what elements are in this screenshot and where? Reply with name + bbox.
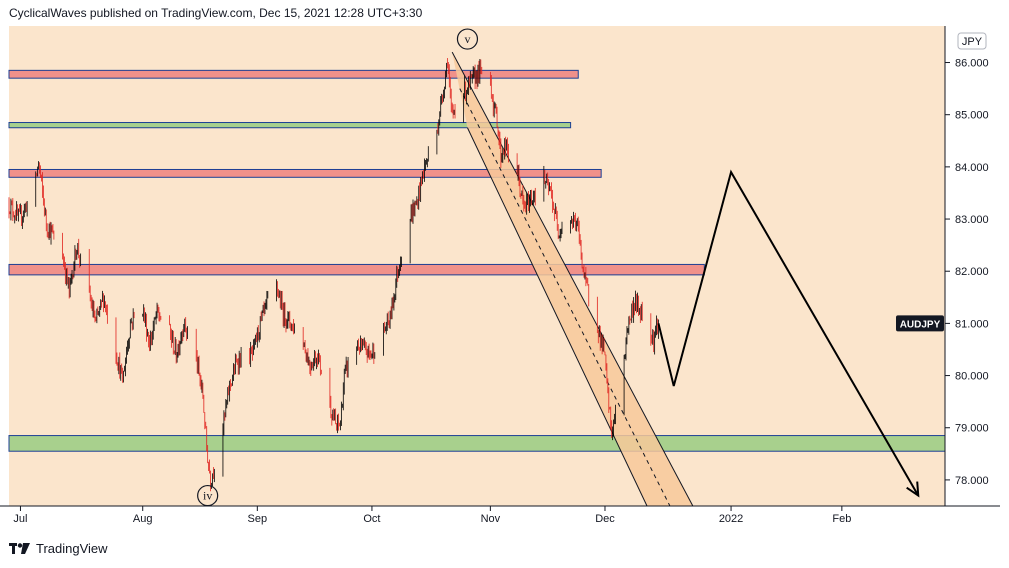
publish-info: CyclicalWaves published on TradingView.c… xyxy=(9,6,422,20)
resistance-zone-3 xyxy=(8,263,705,276)
price-axis[interactable]: 78.000 79.000 80.000 81.000 82.000 83.000 84.0… xyxy=(945,58,989,487)
wave-label: iv xyxy=(203,489,212,503)
support-zone-4 xyxy=(8,435,946,452)
time-tick-label: 2022 xyxy=(719,513,743,525)
channel-lower-line xyxy=(466,127,648,507)
time-tick-label: Dec xyxy=(595,513,615,525)
currency-badge-box xyxy=(957,32,987,50)
price-tick-label: 85.000 xyxy=(955,110,989,122)
publish-details: published on TradingView.com, Dec 15, 20… xyxy=(89,6,423,20)
channel-layer xyxy=(451,51,694,507)
price-tick-label: 83.000 xyxy=(955,214,989,226)
time-tick-label: Jul xyxy=(13,513,27,525)
channel-upper-line xyxy=(451,51,694,507)
candles-layer xyxy=(8,58,659,492)
projection-arrowhead xyxy=(906,481,920,498)
price-tick-label: 78.000 xyxy=(955,475,989,487)
projection-layer xyxy=(657,169,920,498)
symbol-tag-box xyxy=(896,315,944,332)
price-tick-label: 79.000 xyxy=(955,423,989,435)
price-tick-label: 80.000 xyxy=(955,371,989,383)
channel-mid-line xyxy=(459,88,671,507)
time-tick-label: Sep xyxy=(248,513,268,525)
price-tick-label: 81.000 xyxy=(955,318,989,330)
symbol-tag-label: AUDJPY xyxy=(900,319,941,330)
resistance-zone-2 xyxy=(8,168,602,178)
currency-badge: JPY xyxy=(957,32,987,50)
time-tick-label: Oct xyxy=(363,513,380,525)
publisher-name[interactable]: CyclicalWaves xyxy=(9,6,87,20)
footer: TradingView xyxy=(9,541,108,556)
symbol-price-tag[interactable]: AUDJPY xyxy=(896,315,944,332)
price-tick-label: 84.000 xyxy=(955,162,989,174)
time-axis[interactable]: Jul Aug Sep Oct Nov Dec 2022 Feb xyxy=(13,506,851,525)
currency-label: JPY xyxy=(962,36,983,48)
wave-label-circle xyxy=(456,28,479,50)
time-tick-label: Aug xyxy=(133,513,153,525)
projection-path xyxy=(657,169,920,497)
zones-layer xyxy=(8,69,946,452)
tradingview-brand[interactable]: TradingView xyxy=(36,541,108,556)
tradingview-logo-icon[interactable] xyxy=(9,542,31,555)
resistance-zone-0 xyxy=(8,69,579,79)
price-tick-label: 82.000 xyxy=(955,266,989,278)
wave-label: v xyxy=(464,32,470,46)
price-tick-label: 86.000 xyxy=(955,58,989,70)
time-tick-label: Nov xyxy=(481,513,501,525)
time-tick-label: Feb xyxy=(832,513,851,525)
support-zone-1 xyxy=(8,122,572,129)
